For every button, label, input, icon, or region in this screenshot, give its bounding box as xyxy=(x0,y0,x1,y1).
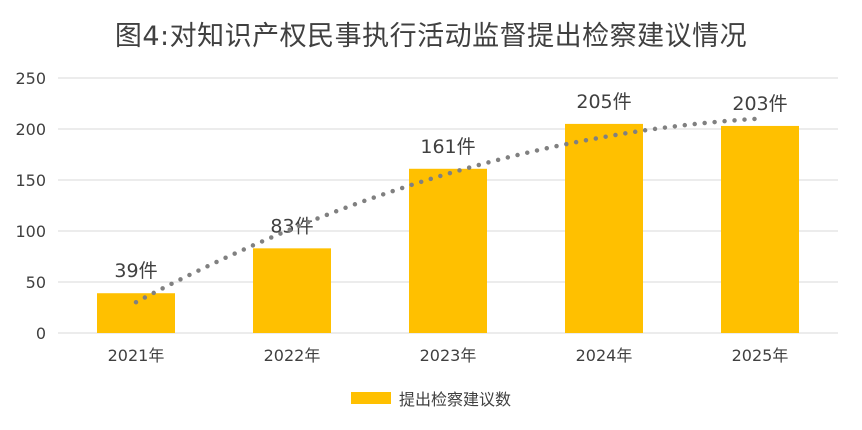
data-label: 39件 xyxy=(114,260,157,282)
bar xyxy=(253,248,331,333)
y-tick-label: 250 xyxy=(15,69,46,88)
y-tick-label: 0 xyxy=(36,324,46,343)
chart-title: 图4:对知识产权民事执行活动监督提出检察建议情况 xyxy=(114,21,748,52)
x-tick-label: 2024年 xyxy=(576,346,633,365)
x-tick-label: 2022年 xyxy=(264,346,321,365)
legend-swatch xyxy=(350,392,391,404)
data-label: 161件 xyxy=(420,136,475,158)
y-tick-label: 150 xyxy=(15,171,46,190)
data-label: 203件 xyxy=(732,93,787,115)
y-tick-label: 200 xyxy=(15,120,46,139)
data-label: 205件 xyxy=(576,91,631,113)
bar xyxy=(565,123,643,334)
y-tick-label: 50 xyxy=(26,273,46,292)
bar xyxy=(409,168,487,333)
x-tick-label: 2021年 xyxy=(108,346,165,365)
legend: 提出检察建议数 xyxy=(0,386,862,410)
bar xyxy=(97,293,175,333)
bar xyxy=(721,125,799,333)
legend-label: 提出检察建议数 xyxy=(398,390,511,409)
x-tick-label: 2023年 xyxy=(420,346,477,365)
x-tick-label: 2025年 xyxy=(732,346,789,365)
trendline xyxy=(133,116,763,305)
data-label: 83件 xyxy=(270,215,313,237)
y-tick-label: 100 xyxy=(15,222,46,241)
